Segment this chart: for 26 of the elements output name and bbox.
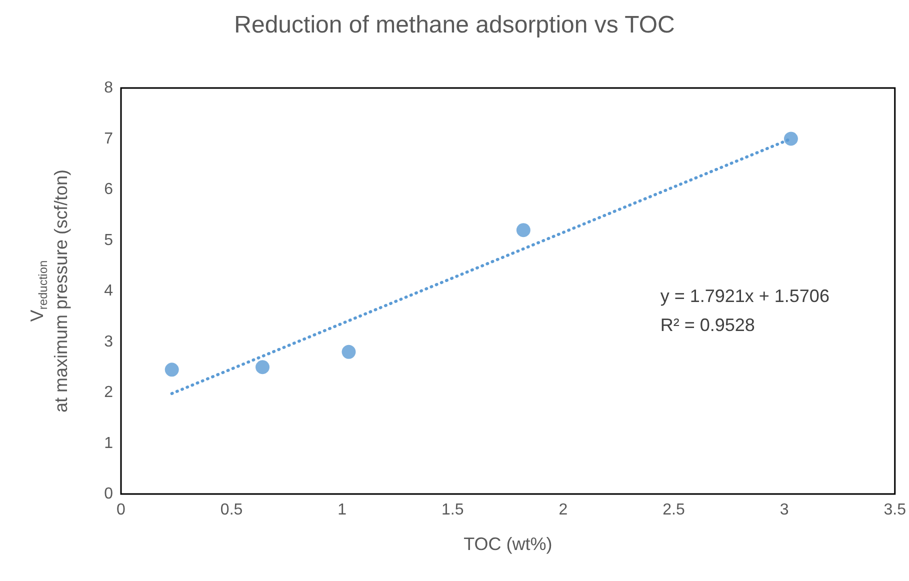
y-tick-label: 2	[104, 384, 114, 401]
y-tick-label: 8	[104, 80, 114, 96]
x-tick-label: 1.5	[442, 502, 464, 518]
y-tick-label: 4	[104, 282, 114, 300]
y-tick-label: 7	[104, 130, 114, 148]
y-tick-label: 1	[104, 434, 114, 452]
x-axis-title: TOC (wt%)	[464, 534, 552, 554]
annotation: y = 1.7921x + 1.5706	[660, 286, 830, 306]
x-tick-label: 3.5	[884, 502, 906, 518]
x-tick-label: 0	[116, 502, 126, 518]
x-tick-label: 1	[338, 502, 347, 518]
annotation: R² = 0.9528	[660, 315, 755, 335]
x-tick-label: 2	[558, 502, 568, 518]
point	[256, 360, 270, 374]
y-tick-label: 3	[104, 333, 114, 350]
point	[342, 344, 356, 359]
point	[516, 223, 530, 238]
x-tick-label: 2.5	[662, 502, 685, 518]
x-tick-label: 0.5	[220, 502, 243, 518]
y-tick-label: 0	[104, 486, 114, 502]
point	[784, 132, 798, 146]
y-tick-label: 5	[104, 232, 114, 249]
chart-title: Reduction of methane adsorption vs TOC	[234, 12, 675, 38]
point	[164, 362, 179, 377]
x-tick-label: 3	[780, 502, 789, 518]
y-tick-label: 6	[104, 181, 114, 198]
